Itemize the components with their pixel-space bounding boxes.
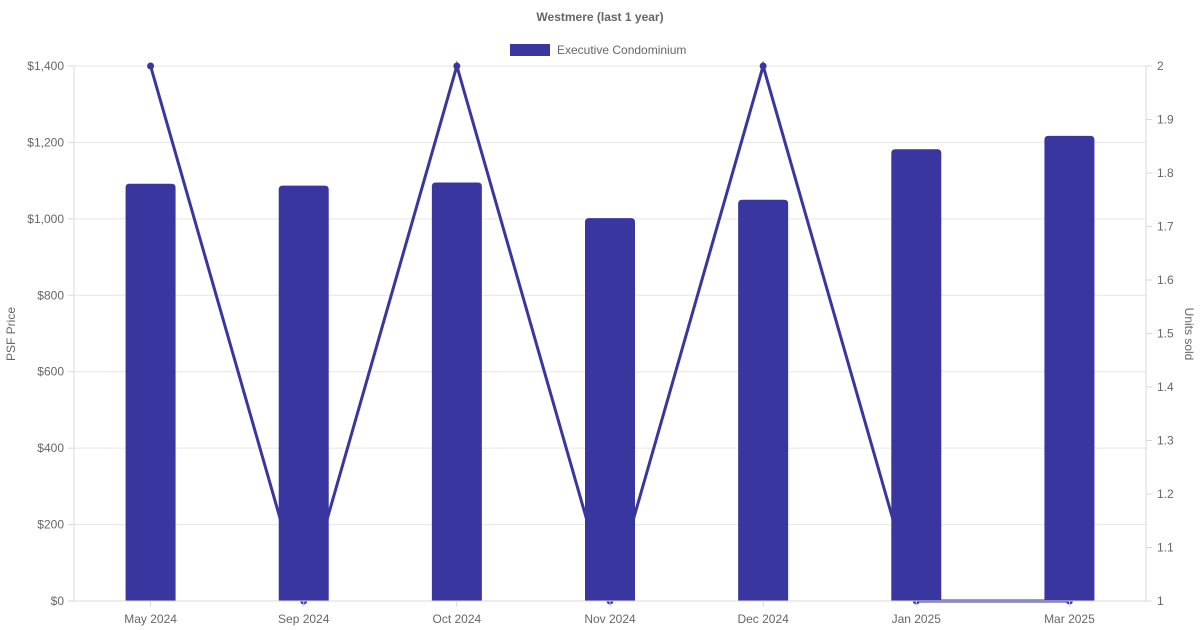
line-point[interactable] [759,62,767,70]
y-right-tick-label: 2 [1157,59,1164,73]
y-right-tick-label: 1.4 [1157,380,1174,394]
y-left-tick-label: $1,200 [27,135,64,149]
x-tick-label: Dec 2024 [737,612,789,626]
y-right-tick-label: 1.1 [1157,541,1174,555]
bar[interactable] [1044,135,1095,602]
bar[interactable] [278,185,329,601]
y-left-tick-label: $1,400 [27,59,64,73]
x-tick-label: Sep 2024 [278,612,330,626]
bar[interactable] [738,199,789,601]
y-right-tick-label: 1.8 [1157,166,1174,180]
y-right-tick-label: 1.3 [1157,434,1174,448]
y-left-tick-label: $0 [51,594,65,608]
bar[interactable] [431,182,482,601]
x-tick-label: Oct 2024 [433,612,482,626]
y-left-tick-label: $1,000 [27,212,64,226]
x-tick-label: Nov 2024 [584,612,636,626]
bar[interactable] [125,183,176,601]
y-right-tick-label: 1.7 [1157,220,1174,234]
y-right-axis-title: Units sold [1182,308,1196,361]
x-tick-label: Mar 2025 [1044,612,1095,626]
bar[interactable] [891,149,942,602]
line-point[interactable] [147,62,155,70]
legend-label: Executive Condominium [557,43,686,57]
y-left-tick-label: $800 [37,288,64,302]
x-tick-label: Jan 2025 [892,612,942,626]
y-right-tick-label: 1.2 [1157,487,1174,501]
y-left-axis-title: PSF Price [4,307,18,361]
y-left-tick-label: $200 [37,518,64,532]
x-tick-label: May 2024 [124,612,177,626]
legend[interactable]: Executive Condominium [510,43,686,57]
y-left-tick-label: $400 [37,441,64,455]
y-right-tick-label: 1.9 [1157,113,1174,127]
y-right-tick-label: 1.5 [1157,327,1174,341]
bar-series [125,135,1095,602]
y-right-tick-label: 1 [1157,594,1164,608]
y-right-tick-label: 1.6 [1157,273,1174,287]
line-point[interactable] [453,62,461,70]
bar[interactable] [585,218,635,602]
legend-swatch [510,44,550,56]
axes: $0 $200 $400 $600 $800 $1,000 $1,200 $1,400 1 1.1… [27,59,1174,626]
y-left-tick-label: $600 [37,365,64,379]
chart-title: Westmere (last 1 year) [536,10,663,24]
